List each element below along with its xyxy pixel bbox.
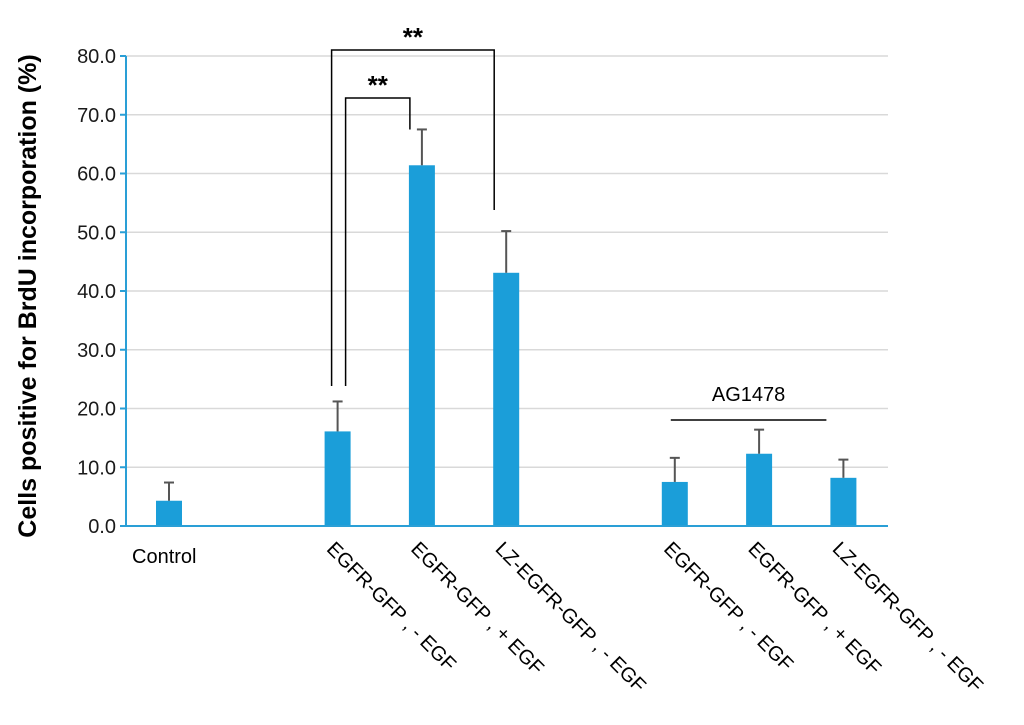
significance-label: **: [403, 22, 424, 52]
y-tick-label: 60.0: [77, 164, 116, 186]
bar: [661, 481, 688, 526]
error-bars: [164, 128, 849, 501]
bar: [493, 272, 520, 526]
y-tick-label: 30.0: [77, 340, 116, 362]
y-tick-label: 40.0: [77, 281, 116, 303]
significance-label: **: [368, 70, 389, 100]
group-annotation-label: AG1478: [712, 384, 785, 406]
y-tick-label: 50.0: [77, 222, 116, 244]
y-tick-label: 10.0: [77, 457, 116, 479]
y-tick-label: 70.0: [77, 105, 116, 127]
bar: [830, 477, 857, 526]
y-tick-label: 20.0: [77, 399, 116, 421]
category-label: Control: [132, 546, 196, 568]
bar: [408, 165, 435, 526]
bar: [324, 431, 351, 526]
significance-bracket: [330, 49, 495, 386]
category-label: LZ-EGFR-GFP , - EGF: [491, 538, 650, 697]
y-tick-label: 0.0: [88, 516, 116, 538]
bars: [156, 165, 857, 526]
y-axis-label: Cells positive for BrdU incorporation (%…: [14, 54, 42, 537]
significance-brackets: ** **: [330, 22, 495, 386]
y-tick-label: 80.0: [77, 46, 116, 68]
bar: [156, 500, 182, 526]
category-label: LZ-EGFR-GFP , - EGF: [828, 538, 987, 697]
bar: [746, 453, 773, 526]
significance-bracket: [344, 97, 411, 386]
group-annotation: AG1478: [670, 384, 827, 421]
y-axis: [120, 55, 888, 527]
y-tick-labels: 0.0 10.0 20.0 30.0 40.0 50.0 60.0 70.0 80.0: [77, 46, 116, 538]
